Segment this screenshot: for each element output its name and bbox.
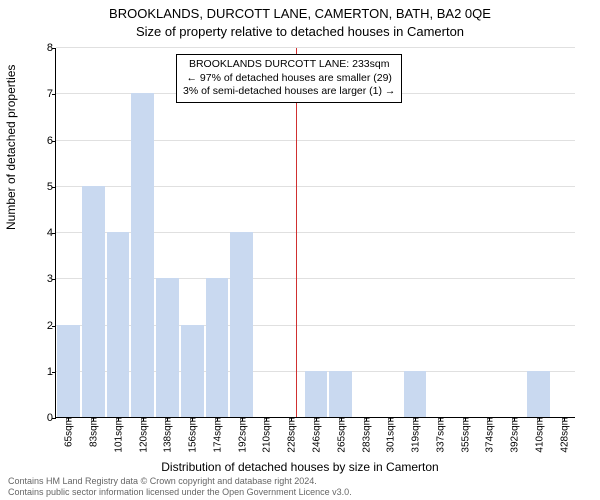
- xtick-label: 174sqm: [210, 417, 223, 453]
- xtick-label: 392sqm: [508, 417, 521, 453]
- ytick-label: 8: [35, 42, 56, 54]
- xtick-label: 410sqm: [532, 417, 545, 453]
- xtick-label: 374sqm: [483, 417, 496, 453]
- histogram-bar: [131, 93, 154, 417]
- xtick-label: 228sqm: [285, 417, 298, 453]
- annotation-box: BROOKLANDS DURCOTT LANE: 233sqm← 97% of …: [176, 54, 402, 103]
- histogram-bar: [230, 232, 253, 417]
- histogram-bar: [206, 278, 229, 417]
- annotation-line: 3% of semi-detached houses are larger (1…: [183, 85, 395, 99]
- histogram-bar: [57, 325, 80, 418]
- ytick-label: 4: [35, 227, 56, 239]
- xtick-label: 210sqm: [260, 417, 273, 453]
- xtick-label: 65sqm: [62, 417, 75, 447]
- xtick-label: 355sqm: [458, 417, 471, 453]
- annotation-line: BROOKLANDS DURCOTT LANE: 233sqm: [183, 58, 395, 72]
- xtick-label: 156sqm: [186, 417, 199, 453]
- histogram-bar: [329, 371, 352, 417]
- xtick-label: 101sqm: [111, 417, 124, 453]
- histogram-bar: [156, 278, 179, 417]
- xtick-label: 283sqm: [359, 417, 372, 453]
- ytick-label: 6: [35, 135, 56, 147]
- title-sub: Size of property relative to detached ho…: [0, 24, 600, 39]
- footer-line-1: Contains HM Land Registry data © Crown c…: [8, 476, 352, 487]
- title-main: BROOKLANDS, DURCOTT LANE, CAMERTON, BATH…: [0, 6, 600, 21]
- ytick-label: 5: [35, 181, 56, 193]
- histogram-bar: [404, 371, 427, 417]
- xtick-label: 246sqm: [310, 417, 323, 453]
- footer-line-2: Contains public sector information licen…: [8, 487, 352, 498]
- xtick-label: 301sqm: [384, 417, 397, 453]
- x-axis-label: Distribution of detached houses by size …: [0, 460, 600, 474]
- footer-attribution: Contains HM Land Registry data © Crown c…: [8, 476, 352, 498]
- histogram-bar: [107, 232, 130, 417]
- reference-line: [296, 48, 297, 417]
- xtick-label: 83sqm: [87, 417, 100, 447]
- histogram-bar: [527, 371, 550, 417]
- xtick-label: 337sqm: [433, 417, 446, 453]
- y-axis-label: Number of detached properties: [4, 65, 18, 230]
- xtick-label: 265sqm: [334, 417, 347, 453]
- chart-container: BROOKLANDS, DURCOTT LANE, CAMERTON, BATH…: [0, 0, 600, 500]
- ytick-label: 1: [35, 366, 56, 378]
- ytick-label: 3: [35, 273, 56, 285]
- xtick-label: 138sqm: [161, 417, 174, 453]
- xtick-label: 319sqm: [409, 417, 422, 453]
- gridline: [56, 47, 575, 48]
- xtick-label: 120sqm: [136, 417, 149, 453]
- annotation-line: ← 97% of detached houses are smaller (29…: [183, 72, 395, 86]
- ytick-label: 7: [35, 88, 56, 100]
- histogram-bar: [181, 325, 204, 418]
- ytick-label: 2: [35, 320, 56, 332]
- histogram-bar: [82, 186, 105, 417]
- plot-area: 01234567865sqm83sqm101sqm120sqm138sqm156…: [55, 48, 575, 418]
- ytick-label: 0: [35, 412, 56, 424]
- histogram-bar: [305, 371, 328, 417]
- xtick-label: 428sqm: [557, 417, 570, 453]
- xtick-label: 192sqm: [235, 417, 248, 453]
